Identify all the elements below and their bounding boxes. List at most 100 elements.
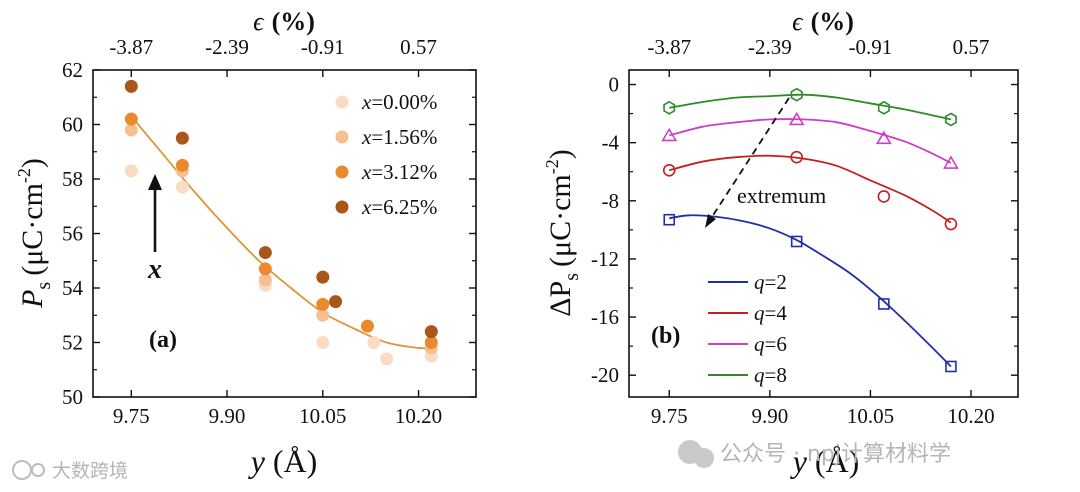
arrow-head-icon xyxy=(705,214,716,228)
watermark-logo-icon xyxy=(31,463,45,477)
data-point xyxy=(380,352,394,366)
data-point xyxy=(316,336,330,349)
legend-entry: x=6.25% xyxy=(361,195,437,219)
panel-label-b: (b) xyxy=(651,323,680,349)
x-axis-label-a: y (Å) xyxy=(248,443,318,479)
triangle-marker xyxy=(943,155,959,169)
axis-ticks-a: 9.75 9.90 10.05 10.20 -3.87 -2.39 -0.91 0.57 50 5… xyxy=(62,35,476,428)
top-axis-label-a: ϵ (%) xyxy=(253,7,315,36)
legend-swatch xyxy=(335,200,349,214)
circle-marker xyxy=(877,190,891,203)
top-label-var-b: ϵ xyxy=(792,7,804,36)
data-point xyxy=(316,308,330,322)
data-point xyxy=(258,246,272,260)
legend-swatch xyxy=(335,95,349,109)
legend-swatch xyxy=(335,165,349,179)
x-axis-label-b: y (Å) xyxy=(790,443,860,479)
legend-entry: x=0.00% xyxy=(361,90,437,114)
xlabel-units-a: (Å) xyxy=(273,443,317,479)
data-point xyxy=(424,325,438,339)
legend-entry: q=4 xyxy=(754,301,787,325)
y-tick-label: 60 xyxy=(62,113,83,137)
top-axis-label-b: ϵ (%) xyxy=(792,7,854,36)
extremum-label: extremum xyxy=(737,183,826,208)
series-line xyxy=(669,93,952,121)
legend-swatch xyxy=(335,130,349,144)
circle-marker xyxy=(790,150,803,164)
data-point xyxy=(175,158,189,172)
circle-marker xyxy=(662,163,676,177)
top-tick-label: -3.87 xyxy=(647,35,691,59)
ylabel-exp-b: -2 xyxy=(542,159,562,174)
y-axis-label-b: ΔPs (μC·cm-2) xyxy=(542,149,583,317)
data-point xyxy=(124,79,138,93)
axis-ticks-b: 9.75 9.90 10.05 10.20 -3.87 -2.39 -0.91 0.57 0 -4… xyxy=(591,35,1018,428)
watermark-right: 公众号 · npj计算材料学 xyxy=(678,440,951,468)
triangle-marker xyxy=(875,130,892,145)
series-line xyxy=(669,154,952,224)
y-tick-label: 58 xyxy=(62,167,83,191)
arrow-label: x xyxy=(147,254,162,285)
series-line xyxy=(669,118,952,164)
scatter-points-a xyxy=(124,79,438,366)
square-marker xyxy=(878,298,890,310)
y-tick-label: 50 xyxy=(62,385,83,409)
fit-lines-b xyxy=(669,93,952,368)
ylabel-main-a: P xyxy=(16,290,49,309)
y-tick-label: -8 xyxy=(602,189,620,213)
x-tick-label: 9.90 xyxy=(751,404,788,428)
top-label-var-a: ϵ xyxy=(253,7,265,36)
xlabel-var-b: y xyxy=(790,443,808,479)
top-tick-label: 0.57 xyxy=(400,35,437,59)
fit-curve-a xyxy=(130,115,432,350)
x-tick-label: 10.05 xyxy=(299,404,346,428)
svg-text:Ps(μC·cm-2): Ps (μC·cm-2) xyxy=(14,158,55,309)
wechat-icon xyxy=(694,448,714,468)
legend-entry: q=6 xyxy=(754,332,787,356)
y-tick-label: 0 xyxy=(609,73,620,97)
triangle-marker xyxy=(788,111,805,126)
ylabel-exp-a: -2 xyxy=(14,168,34,183)
y-axis-label-a: Ps (μC·cm-2) xyxy=(14,158,55,309)
top-tick-label: -0.91 xyxy=(301,35,345,59)
y-tick-label: 62 xyxy=(62,58,83,82)
y-tick-label: -12 xyxy=(591,247,619,271)
hexagon-marker xyxy=(944,112,957,127)
x-arrow-annotation: x xyxy=(147,174,162,285)
top-tick-label: -2.39 xyxy=(748,35,792,59)
watermark-left-text: 大数跨境 xyxy=(52,460,128,482)
xlabel-var-a: y xyxy=(248,443,266,479)
x-tick-label: 10.05 xyxy=(847,404,894,428)
ylabel-main-b: ΔP xyxy=(544,281,577,317)
series-line xyxy=(669,214,952,368)
hexagon-marker xyxy=(663,100,676,115)
x-tick-label: 9.90 xyxy=(209,404,246,428)
top-tick-label: -3.87 xyxy=(109,35,153,59)
x-tick-label: 10.20 xyxy=(395,404,442,428)
watermark-left: 大数跨境 xyxy=(12,460,128,482)
y-tick-label: -16 xyxy=(591,305,619,329)
ylabel-units-a: (μC·cm xyxy=(16,183,49,276)
svg-text:ΔPs(μC·cm-2): ΔPs (μC·cm-2) xyxy=(542,149,583,317)
plot-frame-b xyxy=(628,69,1019,398)
extremum-dashed-arrow xyxy=(709,97,790,221)
x-tick-label: 9.75 xyxy=(651,404,688,428)
markers-b xyxy=(661,87,959,373)
panel-a: 9.75 9.90 10.05 10.20 -3.87 -2.39 -0.91 0.57 50 5… xyxy=(14,7,477,479)
data-point xyxy=(258,262,272,276)
xlabel-units-b: (Å) xyxy=(815,443,859,479)
ylabel-sub-a: s xyxy=(33,282,55,290)
panel-b: 9.75 9.90 10.05 10.20 -3.87 -2.39 -0.91 0.57 0 -4… xyxy=(542,7,1019,479)
legend-b: q=2 q=4 q=6 q=8 xyxy=(708,270,787,387)
legend-entry: x=1.56% xyxy=(361,125,437,149)
data-point xyxy=(329,295,343,309)
square-marker xyxy=(790,235,803,248)
panel-label-a: (a) xyxy=(149,327,177,353)
top-label-units-a: (%) xyxy=(272,7,315,36)
ylabel-units-b: (μC·cm xyxy=(544,174,577,267)
data-point xyxy=(124,123,138,137)
square-marker xyxy=(945,360,957,373)
legend-entry: q=8 xyxy=(754,363,787,387)
data-point xyxy=(175,131,189,145)
